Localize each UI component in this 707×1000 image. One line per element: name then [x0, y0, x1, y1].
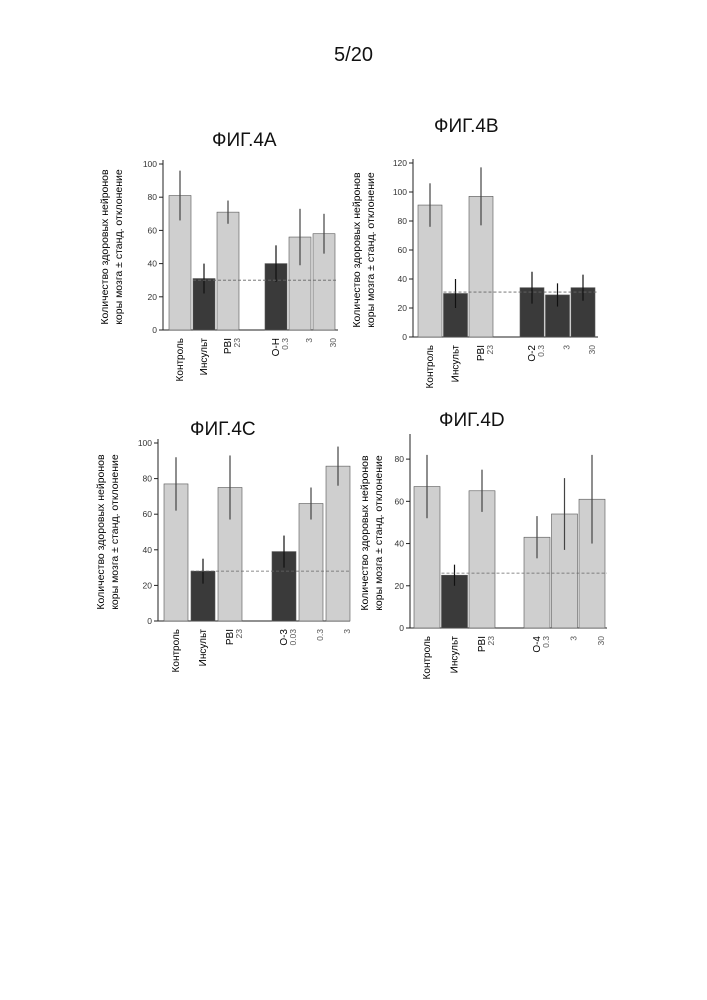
x-category-label: Инсульт [450, 636, 461, 674]
y-tick-label: 60 [395, 496, 405, 506]
y-tick-label: 40 [395, 539, 405, 549]
y-axis-label-line1: Количество здоровых нейронов [359, 455, 371, 611]
figure-4d-chart: Количество здоровых нейроновкоры мозга ±… [0, 0, 707, 1000]
y-tick-label: 0 [399, 623, 404, 633]
y-tick-label: 20 [395, 581, 405, 591]
x-dose-label: 23 [486, 636, 496, 646]
x-category-label: Контроль [422, 636, 433, 679]
x-dose-label: 0.3 [541, 636, 551, 648]
y-tick-label: 80 [395, 454, 405, 464]
y-axis-label-line2: коры мозга ± станд. отклонение [373, 455, 385, 611]
x-dose-label: 30 [596, 636, 606, 646]
x-dose-label: 3 [569, 636, 579, 641]
